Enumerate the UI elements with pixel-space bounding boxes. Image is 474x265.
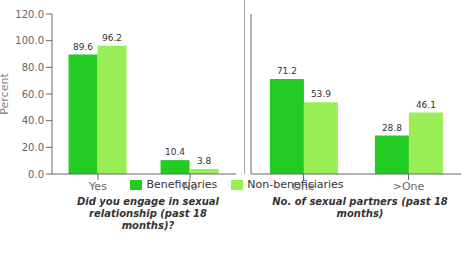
svg-text:One: One bbox=[292, 180, 315, 193]
svg-text:46.1: 46.1 bbox=[416, 100, 436, 110]
svg-text:20.0: 20.0 bbox=[22, 142, 44, 153]
svg-text:60.0: 60.0 bbox=[22, 89, 44, 100]
svg-text:No: No bbox=[183, 180, 198, 193]
svg-text:0.0: 0.0 bbox=[28, 169, 44, 180]
svg-text:80.0: 80.0 bbox=[22, 62, 44, 73]
svg-text:120.0: 120.0 bbox=[15, 9, 44, 20]
svg-text:10.4: 10.4 bbox=[165, 147, 185, 157]
svg-text:28.8: 28.8 bbox=[382, 123, 402, 133]
svg-text:Yes: Yes bbox=[88, 180, 107, 193]
svg-text:53.9: 53.9 bbox=[311, 89, 331, 99]
svg-text:Percent: Percent bbox=[8, 73, 11, 115]
svg-text:89.6: 89.6 bbox=[73, 42, 93, 52]
svg-text:3.8: 3.8 bbox=[197, 156, 212, 166]
svg-text:71.2: 71.2 bbox=[277, 66, 297, 76]
svg-text:40.0: 40.0 bbox=[22, 115, 44, 126]
svg-text:96.2: 96.2 bbox=[102, 33, 122, 43]
svg-text:>One: >One bbox=[393, 180, 425, 193]
svg-text:100.0: 100.0 bbox=[15, 35, 44, 46]
